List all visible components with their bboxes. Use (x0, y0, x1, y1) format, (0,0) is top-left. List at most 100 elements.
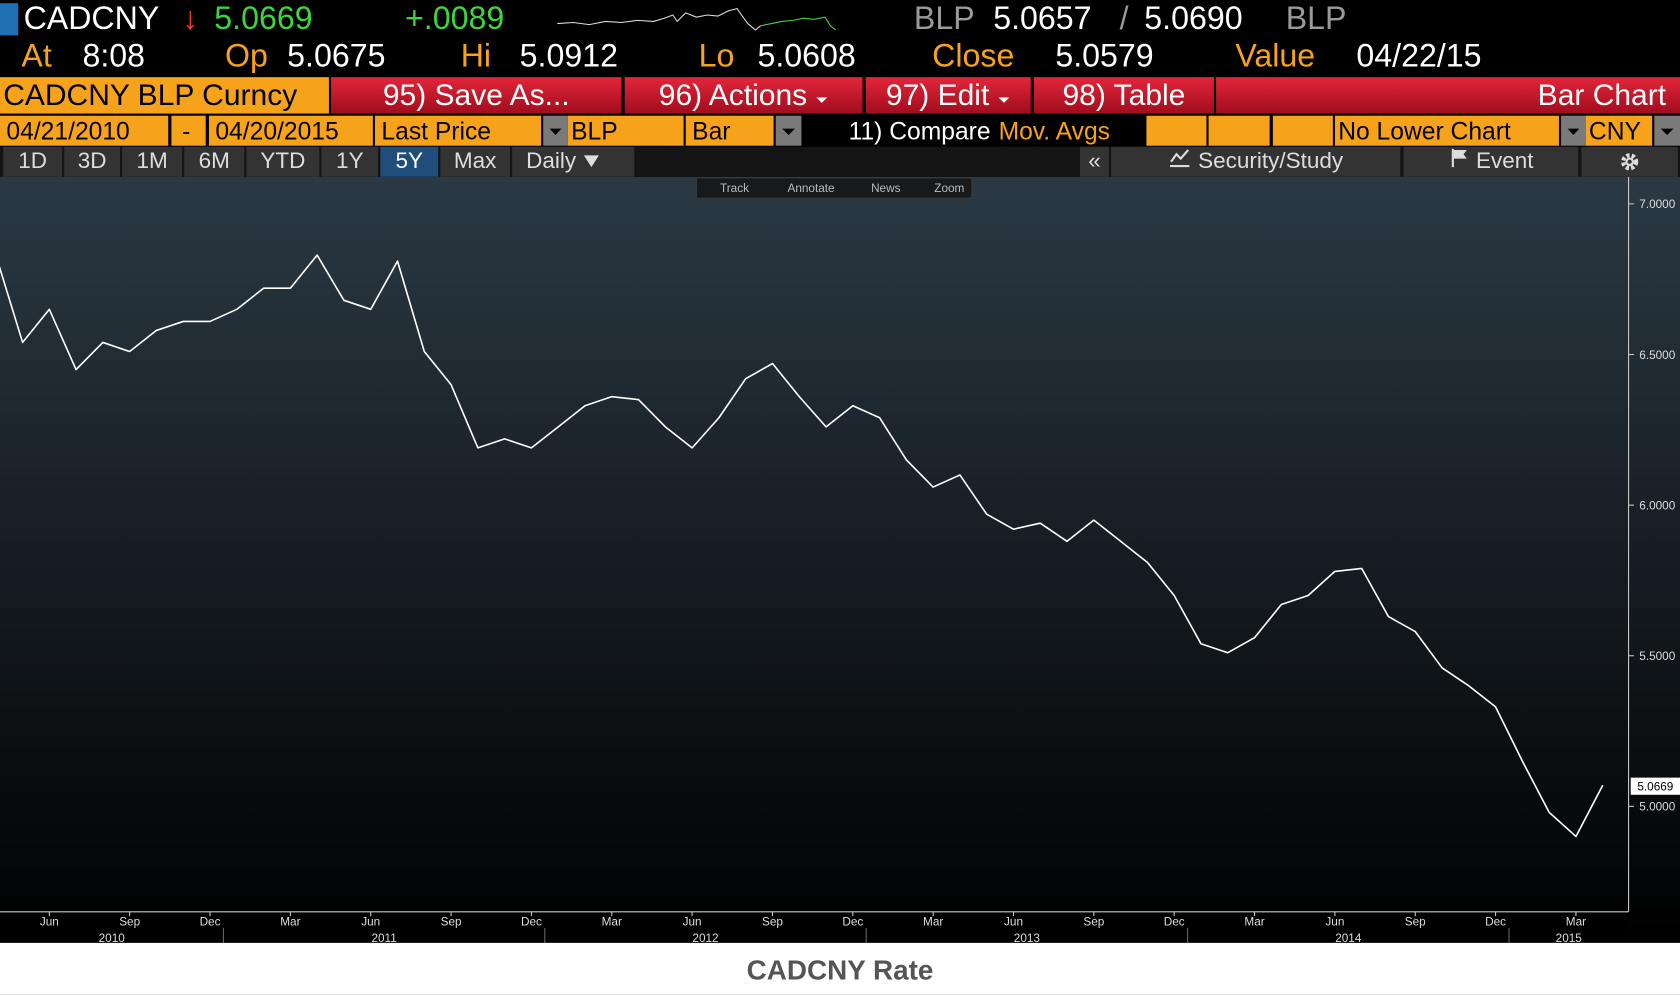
plot-background (0, 176, 1680, 943)
dropdown[interactable] (1561, 115, 1586, 146)
stat-value: 5.0912 (519, 38, 618, 74)
study-button[interactable]: Security/Study (1111, 146, 1401, 177)
empty-field[interactable] (1146, 115, 1207, 146)
x-tick-label: Mar (602, 916, 622, 929)
year-label: 2013 (1014, 932, 1041, 943)
ticker: CADCNY (23, 1, 160, 37)
dropdown[interactable] (1654, 115, 1680, 146)
field-select[interactable]: Last Price (375, 115, 542, 146)
stat-label: At (21, 38, 52, 74)
event-button[interactable]: Event (1403, 146, 1579, 177)
stat-value: 04/22/15 (1356, 38, 1482, 74)
date-separator: - (171, 115, 206, 146)
x-tick-label: Jun (1325, 916, 1344, 929)
stat-value: 5.0675 (287, 38, 386, 74)
end-date[interactable]: 04/20/2015 (208, 115, 373, 146)
start-date[interactable]: 04/21/2010 (0, 115, 169, 146)
compare-button[interactable]: 11) Compare (848, 116, 991, 145)
year-label: 2011 (371, 932, 396, 943)
x-tick-label: Sep (762, 916, 783, 929)
period-tab-selected[interactable]: 5Y (380, 146, 439, 177)
ask-source: BLP (1285, 1, 1347, 37)
year-label: 2012 (692, 932, 718, 943)
sparkline (557, 7, 837, 31)
menu-button[interactable]: 96) Actions (624, 77, 863, 114)
x-tick-label: Jun (683, 916, 702, 929)
year-label: 2010 (99, 932, 126, 943)
x-tick-label: Sep (1083, 916, 1104, 929)
x-tick-label: Dec (521, 916, 542, 929)
chart-type: Bar Chart (1216, 77, 1680, 114)
x-axis-band (0, 911, 1629, 943)
empty-field[interactable] (1272, 115, 1333, 146)
frequency-select[interactable]: Daily (512, 146, 635, 177)
menu-button[interactable]: 97) Edit (865, 77, 1031, 114)
x-tick-label: Mar (923, 916, 943, 929)
tool-label[interactable]: Zoom (934, 182, 964, 195)
period-tab[interactable]: 1Y (321, 146, 379, 177)
style-select[interactable]: Bar (685, 115, 774, 146)
x-tick-label: Mar (1244, 916, 1264, 929)
period-tab[interactable]: 3D (64, 146, 121, 177)
dropdown[interactable] (543, 115, 568, 146)
stat-value: 5.0608 (757, 38, 856, 74)
y-tick-label: 6.0000 (1639, 499, 1675, 512)
y-tick-label: 5.5000 (1639, 650, 1675, 663)
stat-label: Op (225, 38, 268, 74)
period-tab[interactable]: 6M (184, 146, 245, 177)
x-tick-label: Jun (361, 916, 380, 929)
x-tick-label: Sep (1405, 916, 1426, 929)
dropdown-icon (583, 155, 599, 168)
x-tick-label: Jun (40, 916, 59, 929)
y-tick-label: 6.5000 (1639, 349, 1675, 362)
x-tick-label: Sep (441, 916, 462, 929)
x-tick-label: Jun (1004, 916, 1023, 929)
period-tab[interactable]: 1D (3, 146, 63, 177)
separator: / (1119, 1, 1129, 37)
direction: ↓ (182, 1, 199, 37)
tool-label[interactable]: News (871, 182, 901, 195)
dropdown[interactable] (775, 115, 802, 146)
gear-icon (1621, 153, 1639, 171)
period-tab[interactable]: 1M (122, 146, 183, 177)
source-select[interactable]: BLP (567, 115, 684, 146)
chart: Track Annotate News Zoom 5.0000 5.5000 6.0… (0, 176, 1680, 943)
security-field[interactable]: CADCNY BLP Curncy (0, 77, 329, 114)
collapse-button[interactable]: « (1080, 146, 1109, 177)
menu-button[interactable]: 95) Save As... (331, 77, 622, 114)
currency[interactable]: CNY (1585, 115, 1653, 146)
tool-label[interactable]: Annotate (788, 182, 836, 195)
tool-label[interactable]: Track (720, 182, 749, 195)
caption: CADCNY Rate (746, 953, 934, 986)
price-line (0, 254, 1604, 838)
last-value-box (1630, 777, 1680, 795)
caption-area (0, 942, 1680, 995)
year-label: 2015 (1556, 932, 1583, 943)
menu-button[interactable]: 98) Table (1033, 77, 1214, 114)
ask: 5.0690 (1144, 1, 1243, 37)
last-price: 5.0669 (214, 1, 313, 37)
x-tick-label: Dec (1485, 916, 1506, 929)
stat-label: Hi (460, 38, 492, 74)
overlay-button[interactable]: Mov. Avgs (998, 116, 1110, 145)
stat-label: Lo (698, 38, 735, 74)
stat-label: Value (1235, 38, 1316, 74)
y-tick-label: 5.0000 (1639, 801, 1675, 814)
empty-field[interactable] (1208, 115, 1270, 146)
settings-button[interactable] (1581, 146, 1678, 177)
flag-icon (1451, 148, 1467, 168)
button-label: 96) Actions (658, 78, 808, 112)
dropdown-icon (998, 97, 1010, 103)
event-label: Event (1475, 148, 1534, 174)
period-tab[interactable]: YTD (246, 146, 320, 177)
frequency-label: Daily (526, 148, 577, 174)
lower-chart[interactable]: No Lower Chart (1335, 115, 1559, 146)
x-tick-label: Sep (119, 916, 140, 929)
x-tick-label: Mar (1566, 916, 1586, 929)
x-tick-label: Dec (1164, 916, 1185, 929)
net-change: +.0089 (405, 1, 505, 37)
y-tick-label: 7.0000 (1639, 198, 1675, 211)
period-tab[interactable]: Max (440, 146, 511, 177)
